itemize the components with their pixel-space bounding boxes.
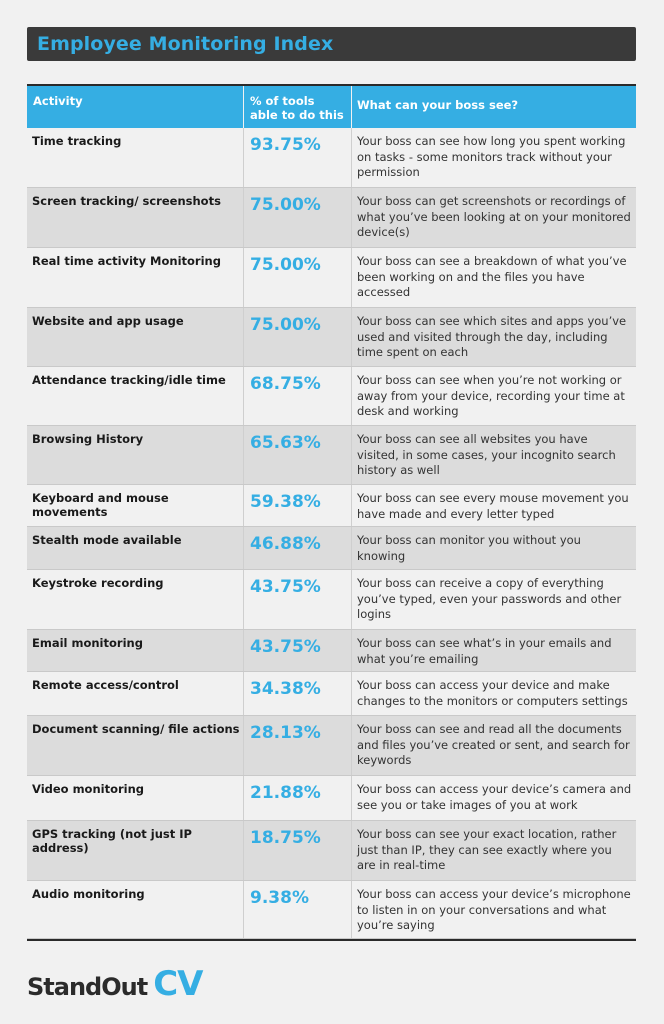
header-what: What can your boss see? — [351, 86, 636, 128]
row-description: Your boss can see your exact location, r… — [351, 821, 636, 880]
table-row: Stealth mode available 46.88% Your boss ca… — [27, 527, 636, 570]
row-description: Your boss can monitor you without you kn… — [351, 527, 636, 569]
table-row: Real time activity Monitoring 75.00% Your … — [27, 248, 636, 308]
row-activity: GPS tracking (not just IP address) — [32, 827, 192, 855]
row-description: Your boss can see all websites you have … — [351, 426, 636, 484]
table-row: Attendance tracking/idle time 68.75% Your … — [27, 367, 636, 426]
page-title: Employee Monitoring Index — [37, 33, 334, 55]
row-activity: Document scanning/ file actions — [32, 722, 240, 736]
row-description: Your boss can see which sites and apps y… — [351, 308, 636, 366]
row-percent: 43.75% — [243, 570, 351, 629]
row-activity: Video monitoring — [32, 782, 145, 796]
row-percent: 59.38% — [243, 485, 351, 526]
row-percent: 75.00% — [243, 248, 351, 307]
table-row: Website and app usage 75.00% Your boss can… — [27, 308, 636, 367]
header-percent: % of tools able to do this — [243, 86, 351, 128]
row-activity: Keyboard and mouse movements — [32, 491, 169, 519]
row-percent: 18.75% — [243, 821, 351, 880]
row-description: Your boss can see when you’re not workin… — [351, 367, 636, 425]
table-row: Screen tracking/ screenshots 75.00% Your b… — [27, 188, 636, 248]
row-percent: 46.88% — [243, 527, 351, 569]
logo-text-cv: CV — [153, 964, 203, 1004]
row-activity: Remote access/control — [32, 678, 179, 692]
row-description: Your boss can access your device’s camer… — [351, 776, 636, 820]
table-row: Remote access/control 34.38% Your boss can… — [27, 672, 636, 716]
table-row: Audio monitoring 9.38% Your boss can acces… — [27, 881, 636, 939]
row-description: Your boss can see how long you spent wor… — [351, 128, 636, 187]
row-activity: Time tracking — [32, 134, 122, 148]
row-activity: Stealth mode available — [32, 533, 182, 547]
row-activity: Audio monitoring — [32, 887, 145, 901]
row-description: Your boss can access your device’s micro… — [351, 881, 636, 938]
table-row: Keystroke recording 43.75% Your boss can r… — [27, 570, 636, 630]
title-bar: Employee Monitoring Index — [27, 27, 636, 61]
row-description: Your boss can see and read all the docum… — [351, 716, 636, 775]
row-activity: Email monitoring — [32, 636, 143, 650]
row-activity: Screen tracking/ screenshots — [32, 194, 221, 208]
table-row: Browsing History 65.63% Your boss can see … — [27, 426, 636, 485]
header-activity: Activity — [33, 94, 83, 108]
standout-cv-logo: StandOut CV — [27, 964, 203, 1004]
table-row: Time tracking 93.75% Your boss can see how… — [27, 128, 636, 188]
row-description: Your boss can see what’s in your emails … — [351, 630, 636, 671]
table-row: Email monitoring 43.75% Your boss can see … — [27, 630, 636, 672]
row-activity: Website and app usage — [32, 314, 184, 328]
row-activity: Real time activity Monitoring — [32, 254, 221, 268]
row-percent: 9.38% — [243, 881, 351, 938]
row-percent: 43.75% — [243, 630, 351, 671]
table-row: GPS tracking (not just IP address) 18.75%… — [27, 821, 636, 881]
row-percent: 21.88% — [243, 776, 351, 820]
row-description: Your boss can access your device and mak… — [351, 672, 636, 715]
table-row: Video monitoring 21.88% Your boss can acce… — [27, 776, 636, 821]
row-description: Your boss can see every mouse movement y… — [351, 485, 636, 526]
row-activity: Browsing History — [32, 432, 144, 446]
row-percent: 68.75% — [243, 367, 351, 425]
row-percent: 93.75% — [243, 128, 351, 187]
row-percent: 75.00% — [243, 188, 351, 247]
header-percent-line1: % of tools — [250, 94, 315, 108]
monitoring-table: Activity % of tools able to do this What… — [27, 84, 636, 941]
logo-text-standout: StandOut — [27, 973, 148, 1001]
row-description: Your boss can get screenshots or recordi… — [351, 188, 636, 247]
row-percent: 75.00% — [243, 308, 351, 366]
row-description: Your boss can see a breakdown of what yo… — [351, 248, 636, 307]
header-percent-line2: able to do this — [250, 108, 344, 122]
table-row: Document scanning/ file actions 28.13% You… — [27, 716, 636, 776]
row-percent: 28.13% — [243, 716, 351, 775]
table-header: Activity % of tools able to do this What… — [27, 86, 636, 128]
table-body: Time tracking 93.75% Your boss can see how… — [27, 128, 636, 939]
row-description: Your boss can receive a copy of everythi… — [351, 570, 636, 629]
row-activity: Attendance tracking/idle time — [32, 373, 226, 387]
row-activity: Keystroke recording — [32, 576, 164, 590]
row-percent: 34.38% — [243, 672, 351, 715]
table-row: Keyboard and mouse movements 59.38% Your b… — [27, 485, 636, 527]
row-percent: 65.63% — [243, 426, 351, 484]
